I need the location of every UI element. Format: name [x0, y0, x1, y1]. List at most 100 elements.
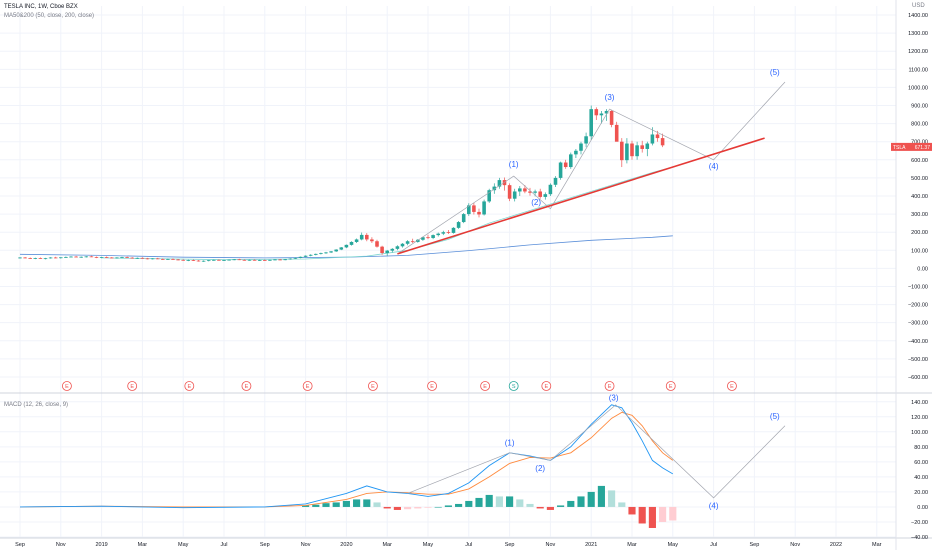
- event-marker-label: E: [608, 384, 612, 390]
- candle-body: [48, 257, 53, 259]
- macd-wave-label: (2): [535, 464, 545, 473]
- macd-histogram-bar: [648, 506, 656, 528]
- candle-body: [201, 260, 206, 262]
- candle-body: [630, 143, 634, 157]
- price-tick-label: 700.00: [911, 140, 928, 146]
- candle-body: [191, 260, 196, 261]
- candle-body: [217, 259, 221, 261]
- candle-body: [548, 184, 553, 195]
- candle-body: [354, 239, 359, 242]
- candle-body: [431, 235, 435, 238]
- wave-label: (4): [709, 162, 719, 171]
- macd-wave-label: (4): [709, 501, 719, 510]
- macd-line: [19, 404, 674, 509]
- candle-body: [33, 258, 38, 259]
- candle-body: [451, 227, 456, 233]
- candle-body: [614, 124, 619, 142]
- macd-histogram-bar: [485, 494, 493, 507]
- price-tick-label: 500.00: [911, 176, 928, 182]
- macd-wave-label: (3): [609, 393, 619, 402]
- macd-histogram-bar: [475, 497, 483, 507]
- time-tick-label: Mar: [627, 542, 637, 548]
- candle-body: [543, 194, 548, 197]
- macd-histogram-bar: [659, 506, 667, 522]
- time-tick-label: Nov: [546, 542, 556, 548]
- macd-tick-label: 0.00: [917, 505, 928, 511]
- wave-path: [397, 81, 786, 255]
- candle-body: [461, 214, 466, 223]
- wave-label: (1): [509, 160, 519, 169]
- candle-body: [329, 251, 333, 253]
- symbol-info: TESLA INC, 1W, Cboe BZX: [4, 4, 78, 10]
- candle-body: [446, 232, 451, 233]
- candle-body: [166, 258, 170, 260]
- event-marker-label: E: [483, 384, 487, 390]
- last-price-tag: [891, 142, 932, 151]
- macd-histogram-bar: [516, 499, 524, 507]
- candle-body: [155, 258, 160, 260]
- candle-body: [232, 259, 236, 261]
- macd-histogram-bar: [638, 506, 646, 524]
- macd-tick-label: 40.00: [914, 475, 928, 481]
- time-tick-label: Sep: [750, 542, 760, 548]
- price-tick-label: 200.00: [911, 230, 928, 236]
- candle-body: [370, 239, 374, 242]
- event-marker-label: E: [65, 384, 69, 390]
- price-tick-label: 1400.00: [908, 13, 928, 19]
- candle-body: [237, 259, 242, 261]
- event-marker-label: E: [130, 384, 134, 390]
- candle-body: [385, 250, 389, 253]
- time-tick-label: Nov: [56, 542, 66, 548]
- macd-histogram-bar: [302, 505, 310, 507]
- price-tick-label: 900.00: [911, 104, 928, 110]
- macd-pane[interactable]: (1) (2) (3) (4) (5): [19, 393, 786, 528]
- last-price-value: 671.37: [915, 145, 931, 151]
- price-tick-label: −600.00: [908, 375, 928, 381]
- candle-body: [405, 241, 410, 244]
- candle-body: [79, 256, 83, 258]
- macd-histogram-bar: [322, 503, 330, 507]
- candle-body: [380, 246, 384, 253]
- candle-body: [298, 256, 303, 258]
- event-marker: [127, 381, 138, 391]
- candle-body: [222, 260, 226, 261]
- candle-body: [257, 260, 262, 261]
- candle-body: [645, 143, 650, 149]
- price-tick-label: 600.00: [911, 158, 928, 164]
- candle-body: [252, 259, 257, 261]
- event-marker-label: E: [430, 384, 434, 390]
- candle-body: [130, 257, 134, 259]
- macd-histogram-bar: [567, 500, 575, 507]
- macd-tick-label: 80.00: [914, 445, 928, 451]
- event-marker-label: E: [187, 384, 191, 390]
- candle-body: [319, 253, 323, 254]
- candle-body: [161, 258, 165, 260]
- candle-body: [120, 257, 124, 258]
- time-tick-label: 2019: [95, 542, 107, 548]
- event-marker: [727, 381, 737, 391]
- candle-body: [64, 256, 68, 258]
- macd-histogram-bar: [577, 496, 585, 507]
- candle-body: [512, 191, 517, 199]
- candle-body: [365, 234, 369, 240]
- candle-body: [283, 259, 287, 261]
- candle-body: [186, 260, 191, 261]
- event-marker-label: E: [306, 384, 310, 390]
- candle-body: [150, 258, 155, 260]
- candle-body: [69, 256, 73, 258]
- candle-body: [247, 259, 252, 261]
- candle-body: [467, 205, 471, 215]
- event-marker-label: E: [730, 384, 734, 390]
- candle-body: [227, 259, 231, 261]
- macd-signal-line: [19, 411, 674, 508]
- candle-body: [441, 232, 446, 234]
- macd-indicator-info: MACD (12, 26, close, 9): [4, 402, 69, 408]
- candle-body: [176, 259, 180, 261]
- time-tick-label: Nov: [790, 542, 800, 548]
- price-pane[interactable]: (1) (2) (3) (4) (5) E E E E E E E E S E E E E: [18, 68, 786, 391]
- time-tick-label: Nov: [301, 542, 311, 548]
- candle-body: [53, 257, 58, 259]
- macd-histogram-bar: [434, 506, 442, 508]
